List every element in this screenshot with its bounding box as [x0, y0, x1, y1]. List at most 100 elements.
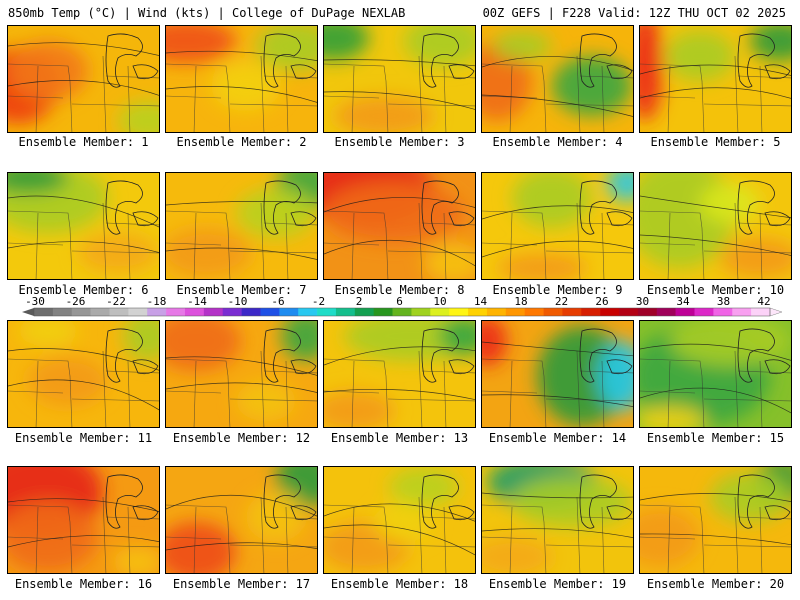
ensemble-member-map	[7, 320, 160, 428]
temperature-anomaly-region	[607, 173, 633, 201]
temperature-anomaly-region	[236, 381, 296, 421]
colorbar-segment	[468, 308, 488, 316]
colorbar-segment	[732, 308, 752, 316]
colorbar-segment	[505, 308, 525, 316]
temperature-anomaly-region	[18, 321, 78, 346]
ensemble-member-map	[7, 25, 160, 133]
temperature-anomaly-region	[334, 96, 434, 132]
ensemble-member-label: Ensemble Member: 7	[176, 283, 307, 297]
height-contours	[8, 348, 159, 411]
colorbar-segment	[184, 308, 205, 316]
height-contours	[324, 59, 475, 110]
temperature-anomaly-region	[236, 188, 316, 238]
temperature-anomaly-region	[256, 26, 317, 71]
state-boundaries	[8, 55, 159, 132]
temperature-anomaly-region	[700, 183, 760, 223]
great-lakes-outline	[579, 33, 633, 88]
ensemble-member-map	[481, 320, 634, 428]
ensemble-member-label: Ensemble Member: 19	[488, 577, 627, 591]
colorbar-min-arrow	[22, 308, 34, 316]
ensemble-member-label: Ensemble Member: 9	[492, 283, 623, 297]
colorbar-segment	[71, 308, 91, 316]
colorbar-segment	[298, 308, 318, 316]
great-lakes-outline	[737, 180, 791, 235]
colorbar-segment	[90, 308, 110, 316]
colorbar-max-arrow	[769, 307, 783, 317]
ensemble-member-map	[165, 320, 318, 428]
temperature-anomaly-region	[324, 391, 394, 427]
temperature-anomaly-region	[28, 356, 108, 406]
state-boundaries	[166, 350, 317, 427]
ensemble-member-map	[323, 320, 476, 428]
ensemble-member-map	[639, 25, 792, 133]
colorbar-tick-label: 26	[595, 295, 608, 308]
state-boundaries	[166, 202, 317, 279]
model-run-valid-time: 00Z GEFS | F228 Valid: 12Z THU OCT 02 20…	[482, 6, 786, 20]
temperature-anomaly-region	[166, 228, 251, 278]
ensemble-member-label: Ensemble Member: 17	[172, 577, 311, 591]
great-lakes-outline	[579, 474, 633, 529]
height-contours	[166, 356, 317, 393]
ensemble-member-map	[481, 172, 634, 280]
ensemble-member-label: Ensemble Member: 6	[18, 283, 149, 297]
height-contours	[482, 56, 633, 117]
height-contours	[640, 64, 791, 99]
temperature-anomaly-region	[8, 502, 98, 572]
temperature-anomaly-region	[497, 253, 587, 279]
height-contours	[640, 195, 791, 256]
colorbar-tick-label: -18	[147, 295, 167, 308]
colorbar-segment	[562, 308, 582, 316]
temperature-anomaly-region	[8, 173, 68, 193]
temperature-anomaly-region	[166, 321, 241, 371]
ensemble-member-map	[165, 466, 318, 574]
colorbar-segment	[656, 308, 676, 316]
colorbar-segment	[392, 308, 412, 316]
temperature-anomaly-region	[166, 26, 236, 63]
state-boundaries	[324, 350, 475, 427]
great-lakes-outline	[737, 328, 791, 383]
colorbar-segment	[694, 308, 714, 316]
colorbar-segment	[354, 308, 374, 316]
great-lakes-outline	[263, 33, 317, 88]
colorbar-tick-label: -26	[66, 295, 86, 308]
temperature-anomaly-region	[665, 31, 735, 81]
colorbar-segment	[543, 308, 563, 316]
ensemble-member-label: Ensemble Member: 18	[330, 577, 469, 591]
ensemble-member-map	[481, 25, 634, 133]
colorbar-segment	[581, 308, 601, 316]
map-title: 850mb Temp (°C) | Wind (kts) | College o…	[8, 6, 406, 20]
colorbar-tick-label: 14	[474, 295, 488, 308]
colorbar-tick-label: 18	[514, 295, 527, 308]
temperature-anomaly-region	[374, 502, 434, 542]
ensemble-member-label: Ensemble Member: 11	[14, 431, 153, 445]
height-contours	[640, 493, 791, 546]
colorbar-segment	[260, 308, 280, 316]
great-lakes-outline	[263, 328, 317, 383]
colorbar-tick-label: -30	[25, 295, 45, 308]
temperature-anomaly-region	[118, 101, 159, 132]
state-boundaries	[166, 55, 317, 132]
ensemble-member-label: Ensemble Member: 8	[334, 283, 465, 297]
colorbar-segment	[619, 308, 639, 316]
state-boundaries	[324, 202, 475, 279]
ensemble-member-label: Ensemble Member: 4	[492, 135, 623, 149]
ensemble-member-label: Ensemble Member: 3	[334, 135, 465, 149]
colorbar-tick-label: -10	[228, 295, 248, 308]
ensemble-member-label: Ensemble Member: 10	[646, 283, 785, 297]
state-boundaries	[324, 496, 475, 573]
temperature-anomaly-region	[324, 26, 369, 60]
height-contours	[166, 50, 317, 103]
colorbar-segment	[637, 308, 658, 316]
great-lakes-outline	[579, 328, 633, 383]
ensemble-member-label: Ensemble Member: 15	[646, 431, 785, 445]
ensemble-member-map	[165, 25, 318, 133]
colorbar-segment	[600, 308, 620, 316]
height-contours	[482, 205, 633, 258]
colorbar-tick-label: 34	[676, 295, 690, 308]
height-contours	[166, 201, 317, 260]
height-contours	[324, 346, 475, 400]
ensemble-member-map	[481, 466, 634, 574]
colorbar-segment	[34, 308, 54, 316]
temperature-anomaly-region	[113, 547, 159, 573]
temperature-anomaly-region	[512, 173, 592, 228]
